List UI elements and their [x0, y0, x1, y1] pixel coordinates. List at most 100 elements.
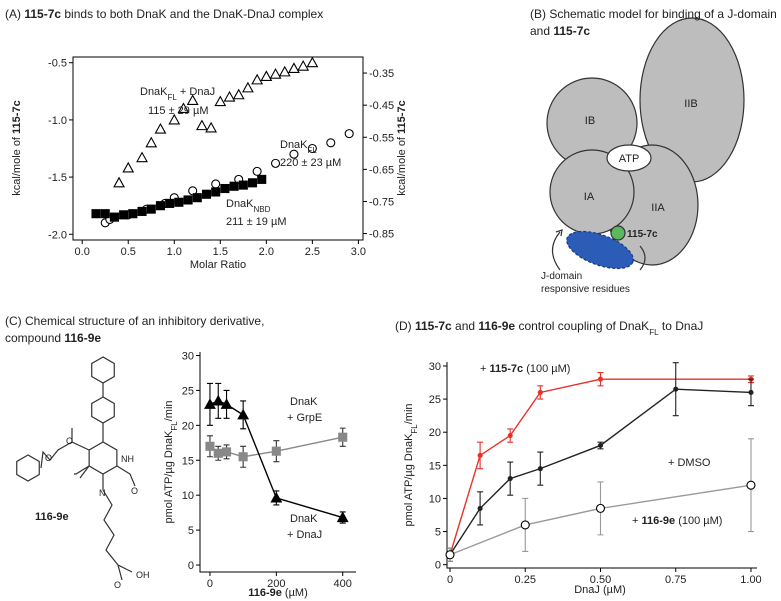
arrow: [639, 245, 646, 271]
text-part: (A): [5, 7, 24, 21]
text-part: DnaK: [280, 139, 308, 151]
marker: [673, 386, 679, 392]
x-tick-label: 1.00: [740, 574, 761, 586]
atom-label: O: [131, 486, 138, 496]
y-axis-label: pmol ATP/µg DnaKFL/min: [403, 403, 419, 526]
marker: [597, 442, 604, 449]
y-tick-label: -0.5: [48, 58, 67, 70]
series-label: DnaKFL: [280, 139, 317, 155]
marker: [507, 476, 513, 482]
marker: [213, 448, 223, 458]
marker: [338, 432, 348, 442]
series-label: + GrpE: [287, 412, 322, 424]
y-tick-label: -2.0: [48, 229, 67, 241]
marker: [211, 187, 221, 197]
x-tick-label: 0: [207, 578, 213, 590]
marker: [238, 452, 248, 462]
marker: [597, 376, 604, 382]
text-part: 115-7c: [489, 363, 523, 375]
y2-tick-label: -0.55: [369, 132, 394, 144]
series-label: DnaK: [290, 513, 318, 525]
text-part: NBD: [254, 205, 271, 214]
marker: [211, 179, 221, 189]
text-part: +: [480, 363, 489, 375]
domain-label: IIB: [684, 98, 697, 110]
text-part: /min: [403, 403, 415, 424]
x-tick-label: 2.0: [259, 246, 274, 258]
text-part: (B) Schematic model for binding of a J-d…: [530, 7, 777, 21]
text-part: to DnaJ: [659, 319, 704, 333]
text-part: FL: [170, 421, 179, 431]
ligand-label: 115-7c: [627, 229, 658, 240]
marker: [307, 143, 317, 154]
marker: [477, 452, 483, 458]
marker: [214, 95, 227, 107]
marker: [205, 121, 218, 133]
note: J-domain: [541, 271, 582, 282]
text-part: control coupling of DnaK: [515, 319, 649, 333]
x-tick-label: 3.0: [351, 246, 366, 258]
marker: [247, 178, 258, 188]
marker: [128, 209, 138, 219]
y2-tick-label: -0.45: [369, 100, 394, 112]
text-part: 115-7c: [553, 24, 590, 38]
marker: [326, 138, 336, 148]
marker: [220, 398, 233, 409]
y-tick-label: -1.5: [48, 172, 67, 184]
curve: [449, 484, 752, 556]
marker: [100, 209, 110, 219]
ring: [16, 454, 40, 482]
y-axis-label: kcal/mole of 115-7c: [11, 100, 23, 195]
compound-label: 116-9e: [35, 511, 69, 523]
marker: [113, 176, 125, 188]
marker: [222, 447, 232, 457]
text-part: /min: [163, 400, 175, 421]
panel-title: (C) Chemical structure of an inhibitory …: [5, 314, 264, 328]
ring: [88, 441, 118, 475]
marker: [136, 151, 148, 163]
marker: [109, 212, 119, 222]
x-tick-label: 0.0: [75, 246, 90, 258]
marker: [520, 520, 530, 530]
y-tick-label: 25: [182, 385, 194, 397]
x-tick-label: 400: [334, 578, 352, 590]
text-part: and: [452, 319, 479, 333]
marker: [336, 511, 349, 523]
series-label: DnaK: [290, 396, 318, 408]
marker: [306, 56, 319, 68]
ring: [91, 396, 115, 424]
x-axis-label: 116-9e (µM): [248, 587, 308, 599]
text-part: (100 µM): [523, 363, 570, 375]
x-tick-label: 0.50: [590, 574, 611, 586]
x-tick-label: 0.25: [515, 574, 536, 586]
atom-label: O: [66, 436, 73, 446]
marker: [165, 198, 175, 208]
ring: [91, 356, 115, 384]
ligand: [610, 225, 626, 241]
atom-label: O: [45, 453, 52, 463]
y-tick-label: 5: [435, 527, 441, 539]
x-tick-label: 2.5: [305, 246, 320, 258]
bonds: [40, 383, 136, 581]
text-part: compound: [5, 331, 64, 345]
text-part: 116-9e: [641, 515, 675, 527]
x-tick-label: 1.5: [213, 246, 228, 258]
marker: [186, 94, 199, 106]
marker: [212, 394, 225, 406]
marker: [119, 210, 129, 220]
marker: [188, 186, 198, 196]
marker: [205, 441, 215, 451]
text-part: 115-7c: [415, 319, 452, 333]
y-tick-label: 0: [188, 560, 194, 572]
text-part: pmol ATP/µg DnaK: [163, 430, 175, 524]
marker: [174, 197, 184, 207]
series-kd: 115 ± 29 µM: [148, 105, 208, 117]
marker: [251, 73, 264, 85]
series-kd: 211 ± 19 µM: [226, 216, 286, 228]
marker: [748, 389, 754, 396]
text-part: binds to both DnaK and the DnaK-DnaJ com…: [61, 7, 323, 21]
domain-label: IIA: [651, 202, 665, 214]
y-tick-label: 20: [182, 420, 194, 432]
text-part: DnaK: [226, 198, 254, 210]
